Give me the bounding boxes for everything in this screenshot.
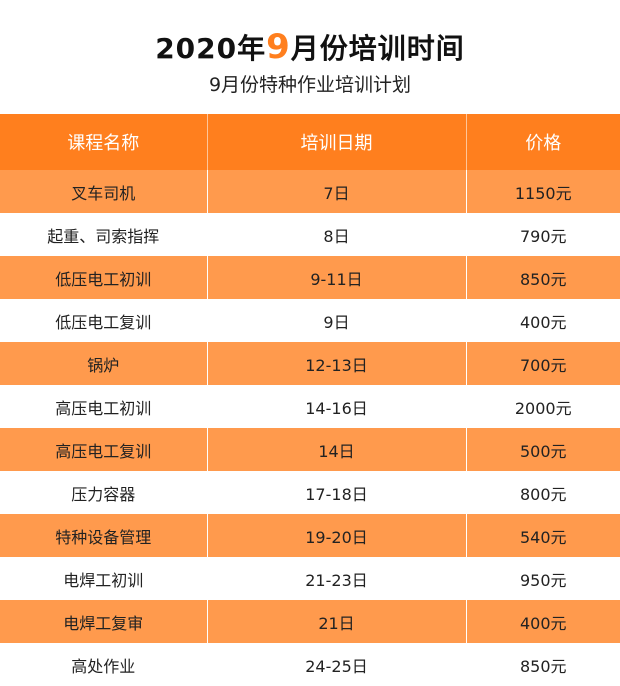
table-row: 低压电工复训 9日 400元 [0, 299, 620, 342]
cell-price: 700元 [465, 342, 620, 385]
table-row: 压力容器 17-18日 800元 [0, 471, 620, 514]
cell-price: 850元 [465, 643, 620, 686]
cell-training-date: 9-11日 [206, 256, 466, 299]
title-prefix: 2020年 [155, 32, 267, 65]
title-accent-number: 9 [266, 27, 291, 67]
cell-course-name: 低压电工复训 [0, 299, 207, 342]
cell-course-name: 压力容器 [0, 471, 207, 514]
cell-price: 950元 [465, 557, 620, 600]
cell-training-date: 8日 [206, 213, 466, 256]
title-suffix: 月份培训时间 [290, 32, 465, 65]
cell-course-name: 高处作业 [0, 643, 207, 686]
cell-price: 500元 [465, 428, 620, 471]
table-row: 特种设备管理 19-20日 540元 [0, 514, 620, 557]
page-subtitle: 9月份特种作业培训计划 [208, 74, 412, 96]
table-row: 电焊工复审 21日 400元 [0, 600, 620, 643]
table-row: 高处作业 24-25日 850元 [0, 643, 620, 686]
cell-course-name: 电焊工复审 [0, 600, 207, 643]
cell-training-date: 14日 [206, 428, 466, 471]
cell-training-date: 17-18日 [206, 471, 466, 514]
cell-training-date: 12-13日 [206, 342, 466, 385]
cell-training-date: 24-25日 [206, 643, 466, 686]
cell-price: 790元 [465, 213, 620, 256]
cell-training-date: 21日 [206, 600, 466, 643]
table-row: 叉车司机 7日 1150元 [0, 170, 620, 213]
cell-course-name: 锅炉 [0, 342, 207, 385]
cell-price: 540元 [465, 514, 620, 557]
cell-course-name: 高压电工复训 [0, 428, 207, 471]
table-body: 叉车司机 7日 1150元 起重、司索指挥 8日 790元 低压电工初训 9-11日 850元低… [0, 170, 620, 686]
cell-price: 850元 [465, 256, 620, 299]
page-title: 2020年9月份培训时间 [0, 0, 620, 70]
table-row: 锅炉 12-13日 700元 [0, 342, 620, 385]
cell-training-date: 14-16日 [206, 385, 466, 428]
table-row: 起重、司索指挥 8日 790元 [0, 213, 620, 256]
cell-price: 400元 [465, 600, 620, 643]
cell-price: 2000元 [465, 385, 620, 428]
table-row: 高压电工复训 14日 500元 [0, 428, 620, 471]
cell-course-name: 高压电工初训 [0, 385, 207, 428]
cell-training-date: 19-20日 [206, 514, 466, 557]
table-row: 电焊工初训 21-23日 950元 [0, 557, 620, 600]
cell-training-date: 7日 [206, 170, 466, 213]
training-schedule-table: 课程名称 培训日期 价格 叉车司机 7日 1150元 起重、司索指挥 8日 790元 低压电… [0, 114, 620, 686]
cell-price: 1150元 [465, 170, 620, 213]
cell-price: 800元 [465, 471, 620, 514]
table-row: 低压电工初训 9-11日 850元 [0, 256, 620, 299]
cell-course-name: 电焊工初训 [0, 557, 207, 600]
cell-course-name: 特种设备管理 [0, 514, 207, 557]
table-row: 高压电工初训 14-16日 2000元 [0, 385, 620, 428]
table-header-row: 课程名称 培训日期 价格 [0, 114, 620, 170]
header-training-date: 培训日期 [206, 114, 466, 170]
header-price: 价格 [465, 114, 620, 170]
cell-training-date: 9日 [206, 299, 466, 342]
cell-course-name: 叉车司机 [0, 170, 207, 213]
cell-course-name: 低压电工初训 [0, 256, 207, 299]
cell-course-name: 起重、司索指挥 [0, 213, 207, 256]
page-header: 2020年9月份培训时间 9月份特种作业培训计划 [0, 0, 620, 104]
cell-training-date: 21-23日 [206, 557, 466, 600]
header-course-name: 课程名称 [0, 114, 207, 170]
cell-price: 400元 [465, 299, 620, 342]
